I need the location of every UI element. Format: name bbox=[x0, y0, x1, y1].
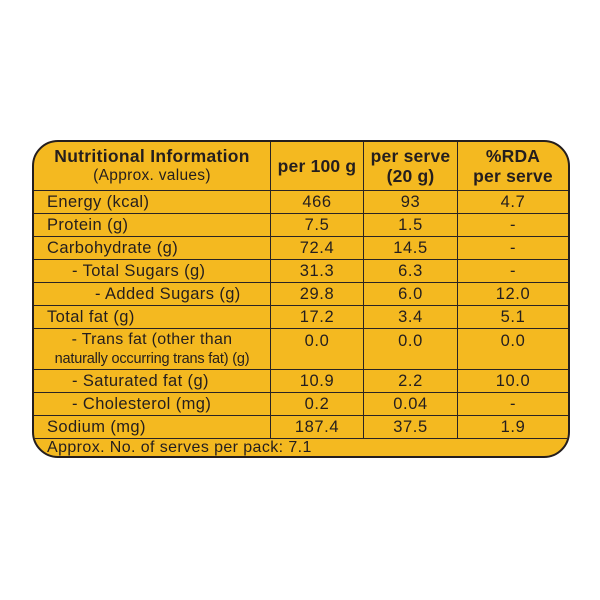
value-rda: 12.0 bbox=[457, 283, 568, 305]
value-per-100g: 466 bbox=[270, 191, 363, 213]
value-rda: 0.0 bbox=[457, 329, 568, 369]
trans-fat-label-line1: - Trans fat (other than bbox=[71, 330, 233, 348]
row-label: - Total Sugars (g) bbox=[72, 261, 206, 280]
header-title: Nutritional Information bbox=[54, 146, 250, 167]
value-per-serve: 1.5 bbox=[363, 214, 457, 236]
header-rda-per-serve: %RDA per serve bbox=[457, 142, 568, 190]
header-rda-line1: %RDA bbox=[485, 145, 541, 166]
value-rda: 1.9 bbox=[457, 416, 568, 438]
value-per-100g: 29.8 bbox=[270, 283, 363, 305]
value-per-serve: 37.5 bbox=[363, 416, 457, 438]
nutrition-facts-label: Nutritional Information (Approx. values)… bbox=[32, 140, 570, 458]
value-per-serve: 0.04 bbox=[363, 393, 457, 415]
row-label: Energy (kcal) bbox=[47, 192, 150, 211]
value-per-serve: 93 bbox=[363, 191, 457, 213]
table-row-sodium: Sodium (mg) 187.4 37.5 1.9 bbox=[34, 415, 568, 438]
header-per-100g: per 100 g bbox=[270, 142, 363, 190]
table-row-total-fat: Total fat (g) 17.2 3.4 5.1 bbox=[34, 305, 568, 328]
table-row-protein: Protein (g) 7.5 1.5 - bbox=[34, 213, 568, 236]
serves-per-pack: Approx. No. of serves per pack: 7.1 bbox=[47, 439, 312, 456]
row-label: Total fat (g) bbox=[47, 307, 135, 326]
row-label: Carbohydrate (g) bbox=[47, 238, 179, 257]
value-per-100g: 0.0 bbox=[270, 329, 363, 369]
value-per-serve: 14.5 bbox=[363, 237, 457, 259]
row-label: - Added Sugars (g) bbox=[95, 284, 241, 303]
table-row-energy: Energy (kcal) 466 93 4.7 bbox=[34, 190, 568, 213]
value-per-serve: 6.3 bbox=[363, 260, 457, 282]
table-row-saturated-fat: - Saturated fat (g) 10.9 2.2 10.0 bbox=[34, 369, 568, 392]
value-per-100g: 0.2 bbox=[270, 393, 363, 415]
value-per-serve: 3.4 bbox=[363, 306, 457, 328]
table-header-row: Nutritional Information (Approx. values)… bbox=[34, 142, 568, 190]
value-per-100g: 31.3 bbox=[270, 260, 363, 282]
value-rda: - bbox=[457, 214, 568, 236]
table-footer-row: Approx. No. of serves per pack: 7.1 bbox=[34, 438, 568, 456]
table-row-added-sugars: - Added Sugars (g) 29.8 6.0 12.0 bbox=[34, 282, 568, 305]
row-label: - Saturated fat (g) bbox=[72, 371, 209, 390]
value-per-100g: 17.2 bbox=[270, 306, 363, 328]
value-rda: 5.1 bbox=[457, 306, 568, 328]
row-label: Sodium (mg) bbox=[47, 417, 146, 436]
value-per-serve: 6.0 bbox=[363, 283, 457, 305]
header-per-serve-line2: (20 g) bbox=[386, 166, 435, 186]
header-per-serve: per serve (20 g) bbox=[363, 142, 457, 190]
header-per-100g-label: per 100 g bbox=[277, 155, 357, 176]
value-rda: 10.0 bbox=[457, 370, 568, 392]
header-per-serve-line1: per serve bbox=[370, 145, 451, 166]
table-row-trans-fat: - Trans fat (other than naturally occurr… bbox=[34, 328, 568, 369]
row-label: - Trans fat (other than naturally occurr… bbox=[34, 329, 270, 369]
value-rda: 4.7 bbox=[457, 191, 568, 213]
value-per-100g: 187.4 bbox=[270, 416, 363, 438]
value-per-100g: 10.9 bbox=[270, 370, 363, 392]
value-per-serve: 2.2 bbox=[363, 370, 457, 392]
value-rda: - bbox=[457, 393, 568, 415]
table-row-carbohydrate: Carbohydrate (g) 72.4 14.5 - bbox=[34, 236, 568, 259]
table-row-cholesterol: - Cholesterol (mg) 0.2 0.04 - bbox=[34, 392, 568, 415]
value-per-100g: 72.4 bbox=[270, 237, 363, 259]
header-subtitle: (Approx. values) bbox=[93, 167, 211, 185]
row-label: Protein (g) bbox=[47, 215, 129, 234]
value-per-serve: 0.0 bbox=[363, 329, 457, 369]
value-per-100g: 7.5 bbox=[270, 214, 363, 236]
header-nutritional-information: Nutritional Information (Approx. values) bbox=[34, 142, 270, 190]
trans-fat-label-line2: naturally occurring trans fat) (g) bbox=[54, 350, 250, 367]
table-row-total-sugars: - Total Sugars (g) 31.3 6.3 - bbox=[34, 259, 568, 282]
value-rda: - bbox=[457, 237, 568, 259]
header-rda-line2: per serve bbox=[473, 166, 553, 186]
row-label: - Cholesterol (mg) bbox=[72, 394, 212, 413]
value-rda: - bbox=[457, 260, 568, 282]
